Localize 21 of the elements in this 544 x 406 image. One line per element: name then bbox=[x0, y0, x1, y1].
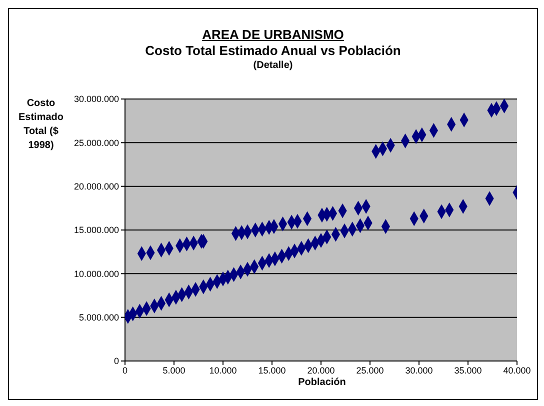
x-tick-label: 25.000 bbox=[356, 365, 384, 376]
x-axis-title: Población bbox=[297, 377, 347, 388]
y-tick-label: 10.000.000 bbox=[74, 268, 119, 279]
chart-title: AREA DE URBANISMO bbox=[201, 27, 345, 42]
x-tick-label: 5.000 bbox=[162, 365, 186, 376]
y-tick-label: 20.000.000 bbox=[74, 182, 119, 192]
text: (Detalle) bbox=[252, 60, 294, 71]
x-tick-label: 20.000 bbox=[307, 365, 335, 376]
y-tick-label: 0 bbox=[114, 356, 119, 366]
chart-subtitle: Costo Total Estimado Anual vs Población bbox=[144, 43, 402, 58]
x-tick-label: 15.000 bbox=[258, 365, 286, 376]
x-tick-label: 10.000 bbox=[209, 365, 237, 376]
y-tick-label: 25.000.000 bbox=[74, 138, 119, 148]
y-tick-label: 30.000.000 bbox=[74, 94, 119, 104]
x-tick-label: 0 bbox=[122, 365, 128, 376]
x-tick-label: 40.000 bbox=[503, 365, 531, 376]
y-tick-label: 5.000.000 bbox=[78, 312, 119, 323]
y-tick-label: 15.000.000 bbox=[74, 225, 119, 236]
x-tick-label: 35.000 bbox=[454, 365, 482, 376]
y-axis-title: Costo Estimado Total ($ 1998) bbox=[17, 97, 64, 153]
x-tick-label: 30.000 bbox=[405, 365, 433, 376]
